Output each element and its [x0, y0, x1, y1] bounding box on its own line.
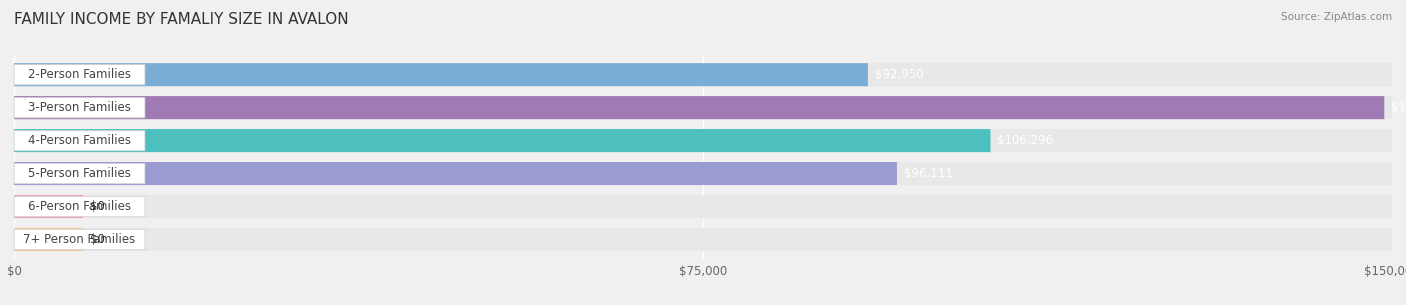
- Text: $106,296: $106,296: [997, 134, 1053, 147]
- Text: Source: ZipAtlas.com: Source: ZipAtlas.com: [1281, 12, 1392, 22]
- Text: $96,111: $96,111: [904, 167, 952, 180]
- FancyBboxPatch shape: [14, 129, 1392, 152]
- Text: 6-Person Families: 6-Person Families: [28, 200, 131, 213]
- Text: 4-Person Families: 4-Person Families: [28, 134, 131, 147]
- Text: FAMILY INCOME BY FAMALIY SIZE IN AVALON: FAMILY INCOME BY FAMALIY SIZE IN AVALON: [14, 12, 349, 27]
- Text: $149,167: $149,167: [1391, 101, 1406, 114]
- FancyBboxPatch shape: [14, 96, 1385, 119]
- Text: 2-Person Families: 2-Person Families: [28, 68, 131, 81]
- FancyBboxPatch shape: [14, 64, 145, 85]
- FancyBboxPatch shape: [14, 129, 990, 152]
- FancyBboxPatch shape: [14, 228, 83, 251]
- FancyBboxPatch shape: [14, 97, 145, 118]
- FancyBboxPatch shape: [14, 163, 145, 184]
- Text: 5-Person Families: 5-Person Families: [28, 167, 131, 180]
- FancyBboxPatch shape: [14, 96, 1392, 119]
- Text: $92,950: $92,950: [875, 68, 924, 81]
- FancyBboxPatch shape: [14, 63, 868, 86]
- FancyBboxPatch shape: [14, 162, 897, 185]
- Text: 3-Person Families: 3-Person Families: [28, 101, 131, 114]
- FancyBboxPatch shape: [14, 130, 145, 151]
- FancyBboxPatch shape: [14, 63, 1392, 86]
- FancyBboxPatch shape: [14, 196, 145, 217]
- FancyBboxPatch shape: [14, 195, 83, 218]
- FancyBboxPatch shape: [14, 162, 1392, 185]
- FancyBboxPatch shape: [14, 228, 1392, 251]
- FancyBboxPatch shape: [14, 195, 1392, 218]
- Text: $0: $0: [90, 200, 104, 213]
- Text: $0: $0: [90, 233, 104, 246]
- FancyBboxPatch shape: [14, 229, 145, 250]
- Text: 7+ Person Families: 7+ Person Families: [24, 233, 135, 246]
